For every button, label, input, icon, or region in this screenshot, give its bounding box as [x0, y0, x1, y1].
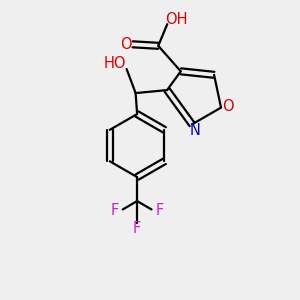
Text: F: F [155, 203, 164, 218]
Text: F: F [111, 203, 119, 218]
Text: OH: OH [166, 12, 188, 27]
Text: HO: HO [103, 56, 126, 71]
Text: F: F [133, 221, 141, 236]
Text: N: N [190, 123, 200, 138]
Text: O: O [222, 99, 233, 114]
Text: O: O [120, 37, 132, 52]
